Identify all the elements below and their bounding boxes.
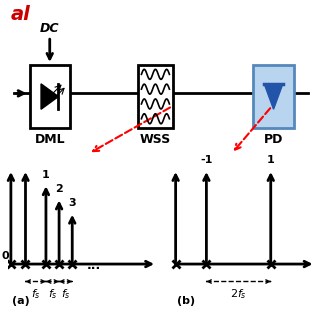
Polygon shape [264,84,283,109]
Text: PD: PD [264,132,283,146]
Text: -1: -1 [200,155,212,165]
Text: 2: 2 [55,184,63,194]
Bar [253,65,294,128]
Text: WSS: WSS [140,132,171,146]
Text: $f_s$: $f_s$ [61,287,71,301]
Polygon shape [41,84,59,109]
Text: 0: 0 [2,251,9,261]
Text: DML: DML [35,132,65,146]
Text: 1: 1 [42,170,50,180]
Bar [138,65,172,128]
Text: (a): (a) [12,296,30,306]
Text: (b): (b) [177,296,195,306]
Text: $f_s$: $f_s$ [31,287,41,301]
Text: $2f_s$: $2f_s$ [230,287,247,301]
Text: $f_s$: $f_s$ [48,287,57,301]
Text: DC: DC [40,22,60,35]
Text: ...: ... [87,259,101,272]
Text: 1: 1 [267,155,275,165]
Text: al: al [11,4,31,24]
Bar [29,65,70,128]
Text: 3: 3 [68,198,76,208]
